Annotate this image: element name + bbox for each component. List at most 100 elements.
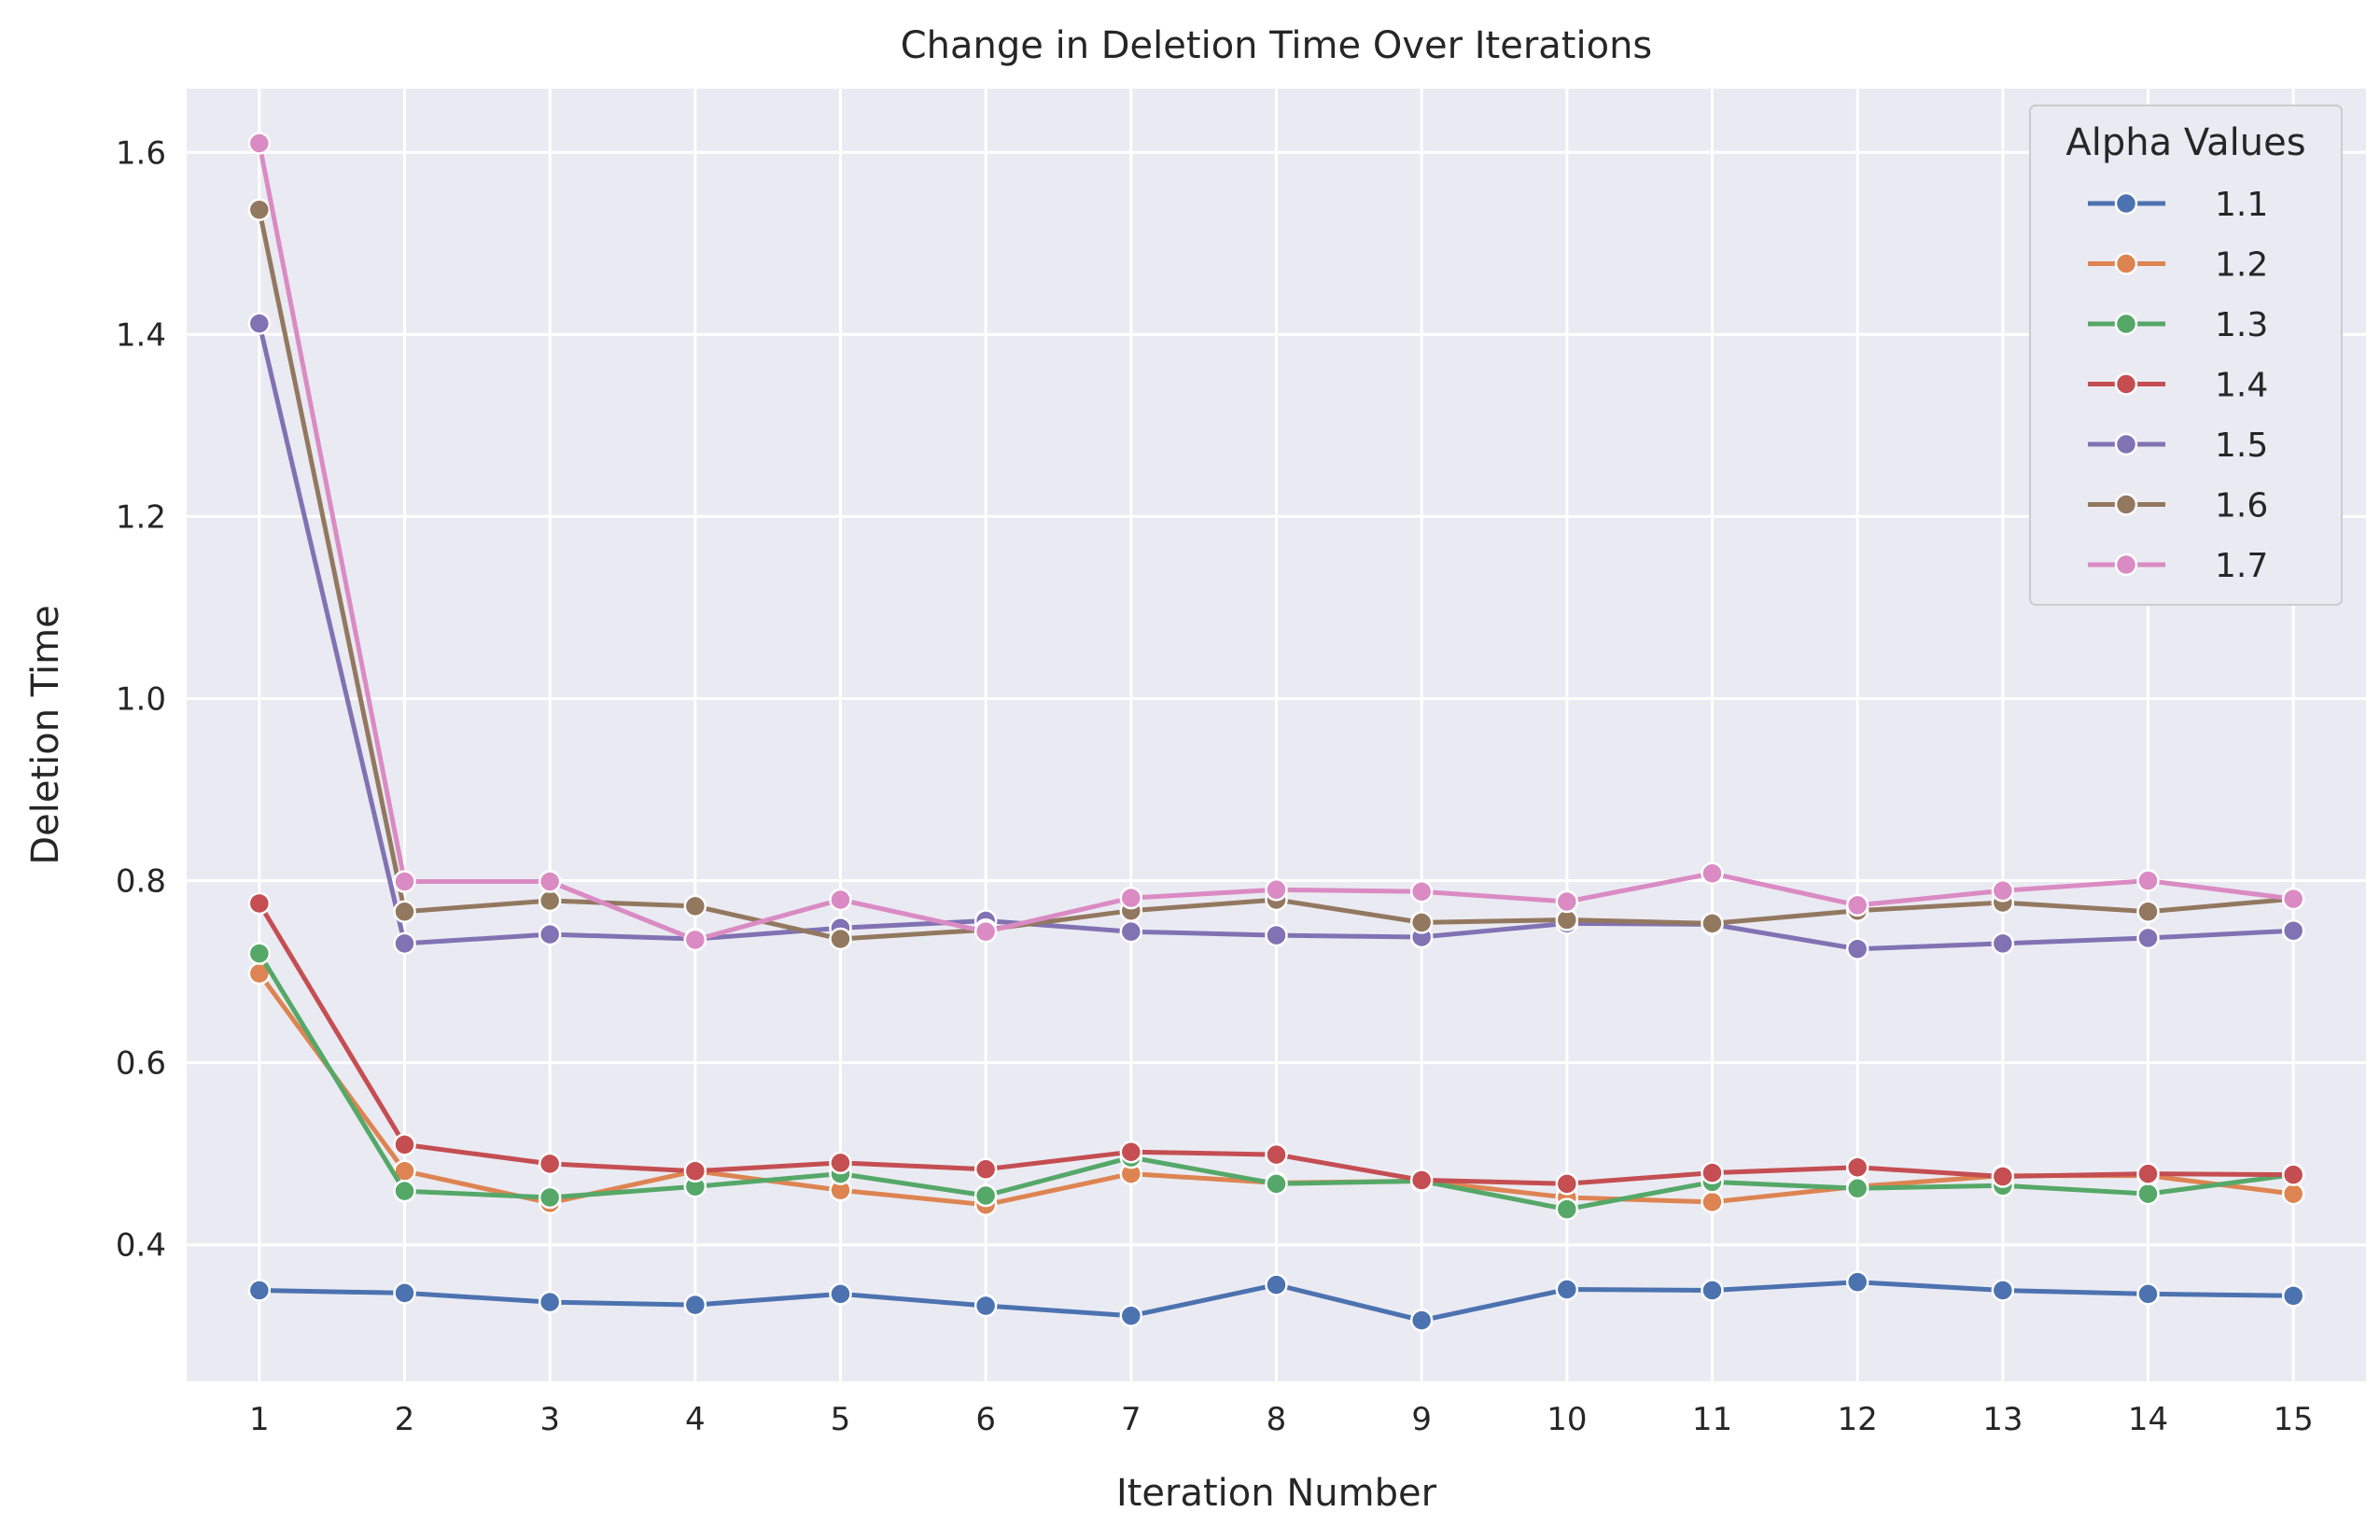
data-point (1409, 880, 1434, 903)
data-point (538, 1185, 562, 1210)
data-point (1555, 1278, 1579, 1301)
x-tick-label: 5 (831, 1401, 851, 1438)
data-point (829, 888, 852, 912)
data-point (1555, 889, 1579, 914)
data-point (1265, 1172, 1288, 1196)
x-tick-label: 12 (1838, 1401, 1878, 1438)
x-tick-label: 3 (539, 1401, 560, 1438)
data-point (538, 1290, 562, 1314)
legend-item: 1.6 (2088, 487, 2268, 525)
chart-title: Change in Deletion Time Over Iterations (901, 24, 1653, 67)
legend-swatch-marker (2114, 553, 2138, 577)
legend-label: 1.6 (2215, 487, 2268, 525)
data-point (2136, 1162, 2160, 1185)
y-tick-label: 0.4 (116, 1227, 166, 1265)
data-point (1409, 1169, 1434, 1192)
data-point (2136, 926, 2160, 950)
data-point (2136, 1182, 2160, 1206)
legend-label: 1.3 (2215, 306, 2268, 344)
data-point (683, 1293, 707, 1317)
data-point (973, 1157, 998, 1181)
series-1.4 (247, 891, 2305, 1196)
data-point (393, 1179, 416, 1203)
data-point (538, 1152, 562, 1176)
data-point (1845, 1155, 1869, 1180)
x-tick-label: 6 (975, 1401, 996, 1438)
legend-item: 1.3 (2088, 306, 2268, 344)
data-point (829, 1282, 852, 1306)
legend-item: 1.1 (2088, 186, 2268, 224)
data-point (1265, 878, 1288, 902)
legend-label: 1.1 (2215, 186, 2268, 224)
data-point (1701, 861, 1724, 886)
data-point (1701, 912, 1724, 935)
data-point (973, 1294, 998, 1318)
x-axis-label: Iteration Number (1116, 1472, 1437, 1515)
data-point (2281, 918, 2305, 943)
data-point (973, 919, 998, 944)
data-point (538, 870, 562, 893)
data-point (538, 889, 562, 913)
data-point (247, 198, 272, 221)
legend-label: 1.2 (2215, 246, 2268, 285)
legend-swatch-marker (2114, 252, 2138, 275)
data-point (1845, 1176, 1869, 1200)
data-point (1991, 931, 2015, 956)
data-point (2136, 900, 2160, 923)
series-1.7 (247, 132, 2305, 952)
data-point (1845, 893, 1869, 917)
legend-swatch-marker (2114, 191, 2138, 216)
data-point (2136, 869, 2160, 892)
x-tick-label: 11 (1692, 1401, 1732, 1438)
legend: Alpha Values 1.1 1.2 1.3 1.4 1.5 1.6 1.7 (2029, 105, 2343, 606)
x-tick-label: 13 (1982, 1401, 2023, 1438)
data-point (829, 927, 852, 951)
data-point (1265, 1142, 1288, 1167)
x-tick-label: 4 (685, 1401, 706, 1438)
data-point (247, 132, 272, 155)
data-point (1119, 919, 1143, 944)
data-point (1991, 879, 2015, 903)
data-point (393, 931, 416, 956)
legend-swatch-marker (2114, 372, 2138, 396)
x-tick-label: 1 (249, 1401, 270, 1438)
series-lines (247, 132, 2305, 1332)
data-point (247, 891, 272, 916)
data-point (1701, 1279, 1724, 1302)
legend-item: 1.2 (2088, 246, 2268, 285)
data-point (247, 942, 272, 965)
data-point (247, 1279, 272, 1302)
x-tick-label: 9 (1411, 1401, 1432, 1438)
legend-swatch-marker (2114, 493, 2138, 516)
data-point (1555, 1172, 1579, 1196)
data-point (247, 312, 272, 335)
data-point (1991, 1279, 2015, 1302)
legend-box (2029, 105, 2343, 606)
data-point (2136, 1282, 2160, 1306)
x-tick-label: 8 (1267, 1401, 1287, 1438)
data-point (393, 900, 416, 923)
data-point (1701, 1190, 1724, 1214)
data-point (1119, 886, 1143, 910)
data-point (829, 1151, 852, 1175)
y-tick-label: 1.2 (116, 498, 166, 536)
tick-labels: 1 2 3 4 5 6 7 8 9 10 11 12 13 14 150.40.60.81.01.21.41… (116, 134, 2314, 1438)
data-point (1555, 1197, 1579, 1221)
y-tick-label: 0.8 (116, 863, 166, 901)
legend-items: 1.1 1.2 1.3 1.4 1.5 1.6 1.7 (2088, 186, 2268, 585)
legend-label: 1.4 (2215, 367, 2268, 405)
data-point (1119, 1304, 1143, 1328)
data-point (2281, 1284, 2305, 1308)
data-point (1845, 1270, 1869, 1294)
x-tick-label: 7 (1121, 1401, 1141, 1438)
data-point (2281, 887, 2305, 911)
data-point (1991, 1165, 2015, 1188)
data-point (1265, 1273, 1288, 1296)
legend-item: 1.7 (2088, 547, 2268, 585)
y-tick-label: 1.4 (116, 316, 166, 354)
series-1.1 (247, 1270, 2305, 1332)
data-point (2281, 1182, 2305, 1206)
legend-swatch-marker (2114, 432, 2138, 456)
